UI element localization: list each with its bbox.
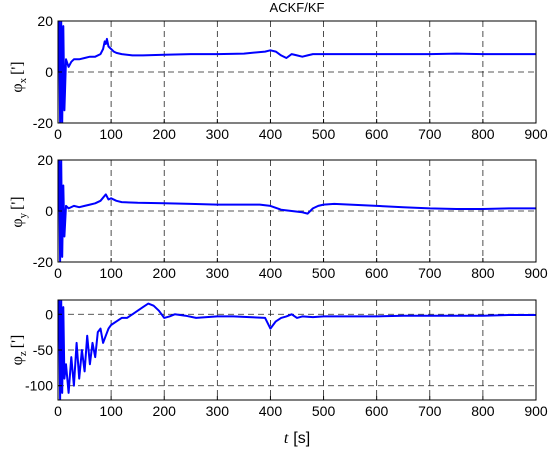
x-tick-label: 800 <box>471 126 495 142</box>
x-axis-label: t [s] <box>284 430 310 447</box>
x-tick-label: 500 <box>312 265 336 281</box>
x-tick-label: 200 <box>153 403 177 419</box>
chart-title: ACKF/KF <box>270 0 325 15</box>
y-tick-label: -20 <box>33 254 53 270</box>
x-tick-label: 600 <box>365 265 389 281</box>
x-tick-label: 700 <box>418 403 442 419</box>
x-tick-label: 600 <box>365 403 389 419</box>
plot-area <box>58 21 536 123</box>
x-tick-label: 100 <box>99 126 123 142</box>
y-tick-label: -50 <box>33 342 53 358</box>
x-tick-label: 0 <box>54 126 62 142</box>
x-tick-label: 400 <box>259 126 283 142</box>
ylabel-phi-x: φx['] <box>9 61 29 92</box>
y-tick-label: 20 <box>37 152 53 168</box>
x-tick-label: 100 <box>99 265 123 281</box>
x-tick-label: 900 <box>524 265 548 281</box>
x-tick-label: 700 <box>418 126 442 142</box>
x-tick-label: 300 <box>206 265 230 281</box>
y-tick-label: 0 <box>45 203 53 219</box>
x-tick-label: 200 <box>153 265 177 281</box>
y-tick-label: -20 <box>33 115 53 131</box>
series-line <box>58 21 536 123</box>
x-tick-label: 200 <box>153 126 177 142</box>
subplot-phi-z: 0 100 200 300 400 500 600 700 800 900 0 -50 -100 φz[… <box>9 299 548 419</box>
x-tick-label: 0 <box>54 265 62 281</box>
x-tick-label: 400 <box>259 403 283 419</box>
x-tick-label: 100 <box>99 403 123 419</box>
x-tick-label: 0 <box>54 403 62 419</box>
x-tick-label: 500 <box>312 403 336 419</box>
x-tick-label: 700 <box>418 265 442 281</box>
x-tick-label: 400 <box>259 265 283 281</box>
x-tick-label: 900 <box>524 126 548 142</box>
x-tick-label: 600 <box>365 126 389 142</box>
x-tick-label: 900 <box>524 403 548 419</box>
x-tick-label: 300 <box>206 403 230 419</box>
y-tick-label: 0 <box>45 306 53 322</box>
ylabel-phi-z: φz['] <box>9 335 29 366</box>
x-tick-label: 500 <box>312 126 336 142</box>
x-tick-label: 800 <box>471 403 495 419</box>
series-line <box>58 160 536 262</box>
x-tick-label: 300 <box>206 126 230 142</box>
series-line <box>58 300 536 400</box>
x-tick-label: 800 <box>471 265 495 281</box>
y-tick-label: 20 <box>37 13 53 29</box>
y-tick-label: 0 <box>45 64 53 80</box>
y-tick-label: -100 <box>25 378 53 394</box>
ylabel-phi-y: φy['] <box>9 196 29 227</box>
